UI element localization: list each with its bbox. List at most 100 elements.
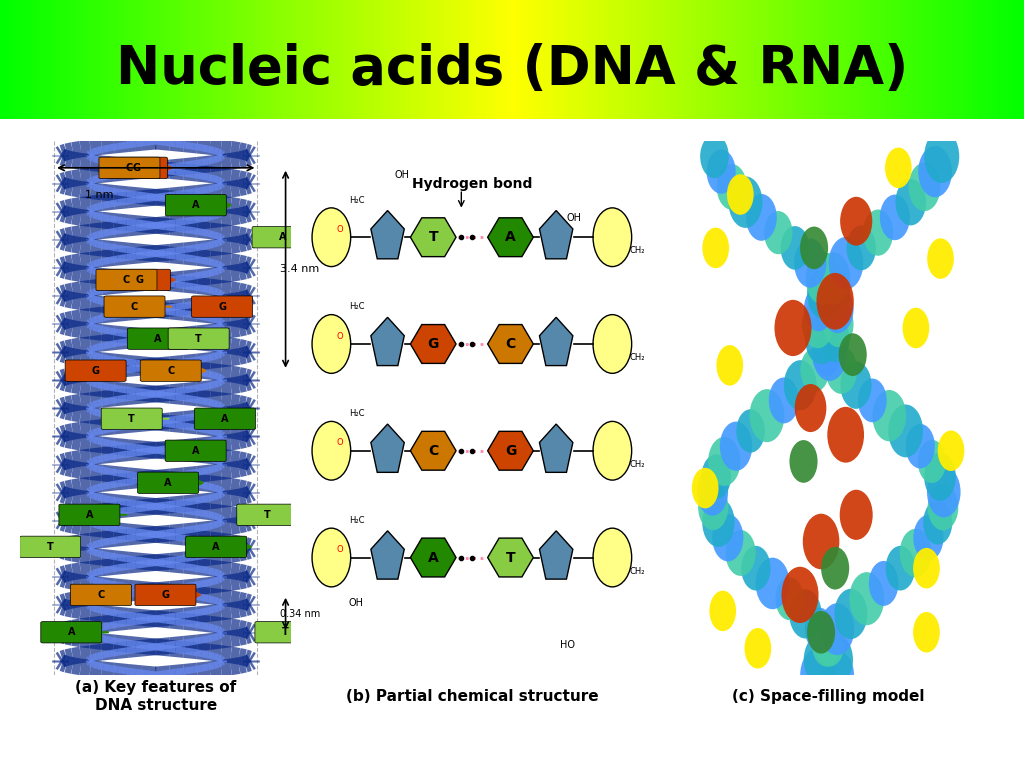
Bar	[788, 0, 794, 119]
Polygon shape	[411, 324, 456, 364]
Bar	[471, 0, 476, 119]
FancyBboxPatch shape	[168, 328, 229, 349]
Bar	[630, 0, 635, 119]
Bar	[31, 0, 36, 119]
Polygon shape	[540, 210, 572, 258]
Text: T: T	[428, 230, 438, 244]
Text: (a) Key features of
DNA structure: (a) Key features of DNA structure	[75, 680, 237, 713]
Circle shape	[802, 300, 834, 348]
Text: G: G	[218, 301, 226, 311]
Text: Hydrogen bond: Hydrogen bond	[412, 177, 532, 191]
Circle shape	[774, 300, 811, 356]
Bar	[476, 0, 481, 119]
FancyBboxPatch shape	[96, 269, 157, 291]
Bar	[1004, 0, 1009, 119]
Text: H₂C: H₂C	[349, 516, 365, 525]
FancyBboxPatch shape	[59, 504, 120, 525]
Circle shape	[781, 567, 818, 623]
Text: A: A	[279, 232, 287, 242]
Bar	[942, 0, 947, 119]
Circle shape	[312, 528, 350, 587]
Bar	[143, 0, 148, 119]
Text: A: A	[86, 510, 93, 520]
Circle shape	[780, 226, 809, 270]
Circle shape	[913, 515, 943, 561]
Polygon shape	[371, 531, 404, 579]
Bar	[707, 0, 712, 119]
Circle shape	[764, 211, 793, 254]
Bar	[399, 0, 404, 119]
Bar	[220, 0, 225, 119]
FancyBboxPatch shape	[185, 536, 247, 558]
Bar	[358, 0, 364, 119]
FancyBboxPatch shape	[104, 296, 165, 318]
Bar	[686, 0, 691, 119]
Bar	[461, 0, 466, 119]
Bar	[72, 0, 77, 119]
Circle shape	[815, 622, 845, 667]
Text: OH: OH	[394, 170, 410, 180]
Bar	[1009, 0, 1014, 119]
Circle shape	[806, 252, 841, 304]
Bar	[635, 0, 640, 119]
Circle shape	[801, 348, 829, 392]
Bar	[445, 0, 451, 119]
Circle shape	[820, 634, 853, 685]
Bar	[420, 0, 425, 119]
Circle shape	[725, 530, 756, 576]
Polygon shape	[540, 531, 572, 579]
Circle shape	[918, 439, 946, 483]
Bar	[328, 0, 333, 119]
Circle shape	[880, 195, 910, 240]
Circle shape	[807, 268, 841, 319]
Bar	[236, 0, 241, 119]
Circle shape	[908, 163, 940, 211]
Bar	[507, 0, 512, 119]
Bar	[15, 0, 20, 119]
Text: CH₂: CH₂	[630, 567, 645, 575]
Circle shape	[823, 301, 854, 347]
Text: 1 nm: 1 nm	[85, 189, 114, 199]
Circle shape	[750, 389, 784, 443]
Polygon shape	[411, 431, 456, 470]
Bar	[773, 0, 778, 119]
Polygon shape	[371, 424, 404, 472]
Bar	[681, 0, 686, 119]
Bar	[195, 0, 200, 119]
Circle shape	[927, 239, 953, 279]
FancyBboxPatch shape	[71, 584, 131, 606]
Circle shape	[736, 410, 765, 453]
Bar	[640, 0, 645, 119]
Bar	[271, 0, 276, 119]
Circle shape	[938, 430, 965, 471]
Circle shape	[828, 237, 863, 289]
FancyBboxPatch shape	[106, 157, 167, 179]
Bar	[256, 0, 261, 119]
Bar	[968, 0, 973, 119]
Bar	[758, 0, 763, 119]
Text: O: O	[337, 331, 343, 341]
Circle shape	[849, 572, 884, 625]
Text: G: G	[91, 366, 99, 376]
Bar	[727, 0, 732, 119]
Bar	[404, 0, 410, 119]
Bar	[778, 0, 783, 119]
Bar	[1019, 0, 1024, 119]
Bar	[169, 0, 174, 119]
Bar	[56, 0, 61, 119]
Text: OH: OH	[566, 213, 582, 223]
Bar	[676, 0, 681, 119]
Bar	[804, 0, 809, 119]
Text: O: O	[337, 439, 343, 447]
Bar	[241, 0, 246, 119]
Bar	[824, 0, 829, 119]
Bar	[573, 0, 579, 119]
Bar	[353, 0, 358, 119]
Text: C: C	[167, 366, 174, 376]
Bar	[932, 0, 937, 119]
Circle shape	[868, 561, 898, 606]
Bar	[159, 0, 164, 119]
Bar	[870, 0, 876, 119]
Bar	[650, 0, 655, 119]
Circle shape	[720, 422, 753, 471]
